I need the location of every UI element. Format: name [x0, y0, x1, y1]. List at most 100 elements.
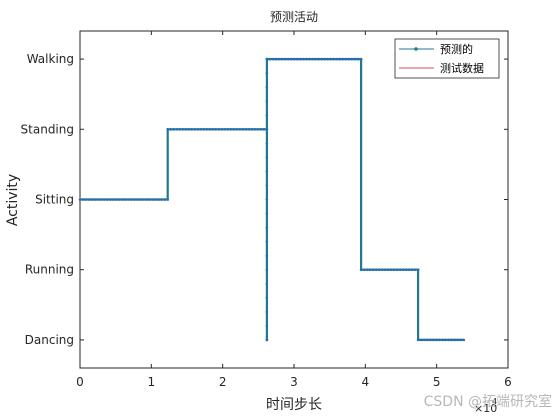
data-point	[214, 128, 218, 131]
data-point	[447, 338, 450, 342]
data-point	[422, 338, 426, 342]
data-point	[211, 128, 215, 131]
data-point	[253, 128, 257, 131]
data-point	[362, 268, 366, 272]
data-point	[444, 338, 447, 342]
y-tick-label: Walking	[27, 52, 74, 66]
data-point	[238, 128, 242, 131]
data-point	[329, 57, 333, 61]
data-point	[302, 57, 305, 61]
x-tick-label: 3	[290, 375, 298, 389]
legend-label-test-data: 测试数据	[440, 61, 484, 75]
data-point	[265, 240, 269, 243]
data-point	[235, 128, 239, 131]
data-point	[274, 57, 278, 61]
x-tick-label: 0	[76, 375, 84, 389]
data-point	[229, 128, 233, 131]
data-point	[410, 268, 414, 272]
data-point	[163, 198, 166, 201]
data-point	[172, 128, 175, 131]
x-exponent-power: 4	[492, 397, 497, 406]
data-point	[326, 57, 329, 61]
data-point	[118, 198, 121, 201]
data-point	[292, 57, 296, 61]
data-point	[244, 128, 248, 131]
data-point	[154, 198, 157, 201]
data-point	[196, 128, 200, 131]
data-point	[139, 198, 142, 201]
data-point	[311, 57, 314, 61]
y-axis-ticks: Dancing Running Sitting Standing Walking	[21, 52, 508, 347]
data-point	[112, 198, 115, 201]
data-point	[356, 57, 360, 61]
data-point	[96, 198, 100, 201]
data-point	[441, 338, 444, 342]
data-point	[190, 128, 194, 131]
data-point	[296, 57, 299, 61]
data-point	[99, 198, 103, 201]
data-point	[124, 198, 127, 201]
data-point	[359, 57, 363, 61]
data-point	[265, 99, 269, 103]
data-point	[359, 268, 363, 272]
data-point	[247, 128, 251, 131]
data-point	[371, 268, 375, 272]
y-tick-label: Running	[25, 263, 74, 277]
data-point	[265, 128, 269, 131]
y-axis-label: Activity	[5, 174, 21, 226]
data-point	[265, 142, 269, 145]
data-point	[353, 57, 357, 61]
data-point	[133, 198, 136, 201]
data-point	[299, 57, 302, 61]
data-point	[277, 57, 281, 61]
data-point	[383, 268, 387, 272]
data-point	[109, 198, 112, 201]
data-point	[462, 338, 466, 342]
data-point	[142, 198, 145, 201]
data-point	[93, 198, 97, 201]
data-point	[81, 198, 85, 201]
data-point	[175, 128, 179, 131]
data-point	[407, 268, 411, 272]
data-point	[102, 198, 106, 201]
data-point	[87, 198, 91, 201]
data-point	[314, 57, 317, 61]
data-point	[130, 198, 133, 201]
data-point	[401, 268, 405, 272]
watermark: CSDN @拓端研究室	[424, 393, 552, 410]
data-point	[459, 338, 463, 342]
data-point	[344, 57, 348, 61]
data-point	[169, 128, 172, 131]
legend-box	[394, 38, 500, 79]
data-point	[265, 310, 269, 314]
legend-marker-predicted	[414, 47, 418, 51]
x-exponent-label: ×10	[474, 402, 497, 415]
y-tick-label: Dancing	[25, 333, 74, 347]
x-tick-label: 1	[148, 375, 156, 389]
data-point	[265, 156, 269, 159]
data-point	[395, 268, 399, 272]
data-point	[265, 268, 269, 272]
data-point	[265, 85, 269, 89]
data-point	[347, 57, 351, 61]
data-point	[398, 268, 402, 272]
data-point	[429, 338, 432, 342]
data-point	[265, 198, 269, 201]
data-point	[166, 128, 169, 131]
series-markers-0	[78, 57, 466, 342]
data-point	[271, 57, 275, 61]
data-point	[250, 128, 254, 131]
data-point	[265, 71, 269, 75]
data-point	[419, 338, 423, 342]
x-tick-label: 6	[504, 375, 512, 389]
data-point	[265, 324, 269, 328]
data-point	[320, 57, 323, 61]
data-point	[84, 198, 88, 201]
series-layer	[78, 57, 466, 342]
data-point	[199, 128, 203, 131]
data-point	[335, 57, 339, 61]
data-point	[160, 198, 163, 201]
x-tick-label: 4	[362, 375, 370, 389]
data-point	[416, 268, 420, 272]
data-point	[413, 268, 417, 272]
